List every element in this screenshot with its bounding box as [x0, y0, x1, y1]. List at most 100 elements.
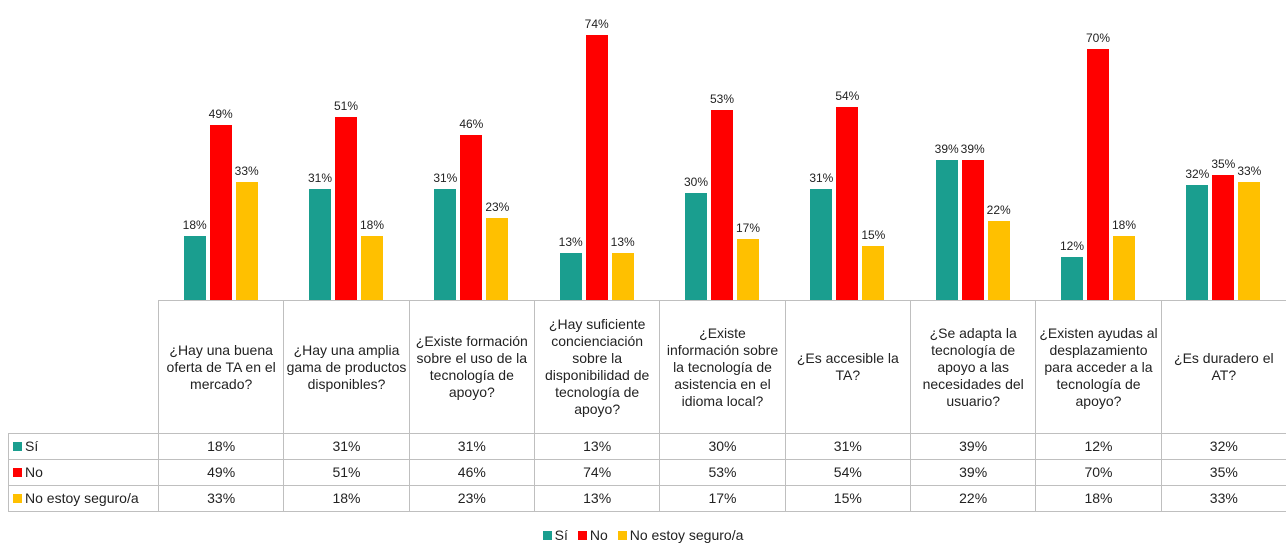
- bar: [685, 192, 707, 300]
- table-cell: 54%: [784, 460, 910, 486]
- category-label: ¿Existen ayudas al desplazamiento para a…: [1035, 301, 1160, 433]
- value-label: 23%: [485, 199, 510, 214]
- table-cell: 39%: [910, 434, 1036, 460]
- category-label: ¿Hay una amplia gama de productos dispon…: [283, 301, 408, 433]
- table-cell: 13%: [534, 434, 660, 460]
- value-label: 12%: [1059, 239, 1085, 254]
- row-label: No: [8, 460, 158, 486]
- value-label: 35%: [1211, 156, 1236, 171]
- bar: [1212, 174, 1235, 300]
- category-label: ¿Hay suficiente concienciación sobre la …: [534, 301, 659, 433]
- table-cell: 18%: [1035, 486, 1161, 512]
- table-cell: 18%: [158, 434, 284, 460]
- table-line: [8, 433, 1286, 434]
- value-label: 33%: [1237, 163, 1262, 178]
- bar: [460, 135, 483, 300]
- value-label: 49%: [208, 106, 233, 121]
- legend-key: [13, 494, 22, 503]
- bar: [737, 239, 759, 300]
- value-label: 51%: [333, 99, 359, 114]
- bar: [987, 221, 1010, 300]
- table-cell: 22%: [910, 486, 1036, 512]
- table-cell: 74%: [534, 460, 660, 486]
- legend-key: [13, 468, 22, 477]
- bar: [585, 35, 608, 300]
- table-cell: 23%: [408, 486, 534, 512]
- value-label: 74%: [584, 17, 609, 31]
- bar: [235, 181, 258, 300]
- value-label: 18%: [359, 217, 385, 232]
- bar: [335, 117, 357, 300]
- bar: [1186, 185, 1209, 300]
- bar: [961, 160, 984, 300]
- bar: [486, 217, 509, 300]
- legend-label: Sí: [554, 527, 568, 543]
- table-cell: 49%: [158, 460, 284, 486]
- value-label: 46%: [459, 117, 484, 132]
- row-label: No estoy seguro/a: [8, 486, 158, 512]
- bar: [611, 253, 634, 300]
- bar: [1087, 49, 1109, 300]
- legend-item: No estoy seguro/a: [617, 527, 744, 543]
- table-cell: 39%: [910, 460, 1036, 486]
- bar: [836, 106, 859, 300]
- value-label: 30%: [683, 174, 709, 189]
- value-label: 39%: [934, 142, 959, 157]
- table-cell: 70%: [1035, 460, 1161, 486]
- category-label: ¿Existe información sobre la tecnología …: [659, 301, 784, 433]
- table-cell: 30%: [659, 434, 785, 460]
- value-label: 18%: [1111, 217, 1137, 232]
- value-label: 31%: [307, 170, 333, 185]
- bar: [434, 188, 457, 300]
- legend-item: Sí: [542, 527, 568, 543]
- value-label: 31%: [433, 170, 458, 185]
- category-label: ¿Es duradero el AT?: [1160, 301, 1286, 433]
- bar: [1238, 181, 1261, 300]
- bar: [862, 246, 885, 300]
- legend: Sí No No estoy seguro/a: [0, 527, 1286, 543]
- table-cell: 33%: [1160, 486, 1286, 512]
- value-label: 13%: [558, 235, 583, 250]
- table-cell: 13%: [534, 486, 660, 512]
- table-cell: 15%: [784, 486, 910, 512]
- bar: [935, 160, 958, 300]
- table-cell: 18%: [283, 486, 409, 512]
- value-label: 13%: [610, 235, 635, 250]
- legend-item: No: [577, 527, 608, 543]
- category-label: ¿Es accesible la TA?: [784, 301, 910, 433]
- bar: [183, 235, 206, 300]
- bar: [309, 188, 331, 300]
- value-label: 53%: [709, 92, 735, 107]
- bar: [1113, 235, 1135, 300]
- legend-key: [13, 442, 22, 451]
- table-cell: 53%: [659, 460, 785, 486]
- axis-line: [158, 300, 1286, 301]
- legend-label: No: [589, 527, 608, 543]
- value-label: 22%: [986, 203, 1011, 218]
- table-cell: 32%: [1160, 434, 1286, 460]
- value-label: 15%: [861, 228, 886, 243]
- table-cell: 12%: [1035, 434, 1161, 460]
- value-label: 18%: [182, 217, 207, 232]
- table-cell: 31%: [283, 434, 409, 460]
- bar: [559, 253, 582, 300]
- bar: [361, 235, 383, 300]
- category-label: ¿Se adapta la tecnología de apoyo a las …: [910, 301, 1035, 433]
- bar: [1061, 257, 1083, 300]
- value-label: 70%: [1085, 31, 1111, 46]
- bar: [711, 110, 733, 300]
- table-cell: 35%: [1160, 460, 1286, 486]
- legend-key: [542, 531, 552, 540]
- row-label-text: No estoy seguro/a: [25, 490, 139, 506]
- value-label: 31%: [809, 170, 834, 185]
- bar: [810, 188, 833, 300]
- legend-key: [617, 531, 627, 540]
- legend-key: [577, 531, 587, 540]
- table-cell: 46%: [408, 460, 534, 486]
- legend-label: No estoy seguro/a: [629, 527, 744, 543]
- table-cell: 31%: [408, 434, 534, 460]
- value-label: 54%: [835, 88, 860, 103]
- value-label: 32%: [1185, 167, 1210, 182]
- value-label: 33%: [234, 163, 259, 178]
